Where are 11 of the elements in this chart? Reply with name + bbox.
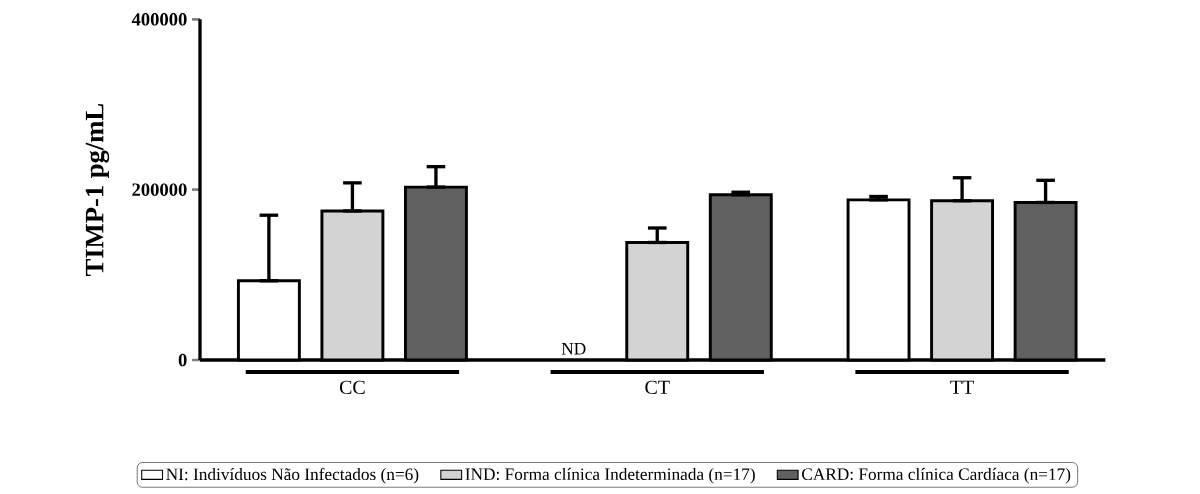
x-tick-label: TT	[950, 380, 974, 394]
y-tick-label: 0	[178, 353, 187, 367]
legend-label: NI: Indivíduos Não Infectados (n=6)	[166, 467, 419, 484]
y-axis-title: TIMP-1 pg/mL	[85, 104, 110, 276]
legend-label: IND: Forma clínica Indeterminada (n=17)	[465, 467, 755, 484]
annotation: ND	[561, 343, 586, 355]
legend-label: CARD: Forma clínica Cardíaca (n=17)	[802, 467, 1071, 484]
y-tick-label: 200000	[132, 183, 187, 196]
x-tick-label: CT	[645, 380, 670, 395]
x-tick-label: CC	[339, 380, 365, 395]
y-tick-label: 400000	[131, 13, 187, 26]
